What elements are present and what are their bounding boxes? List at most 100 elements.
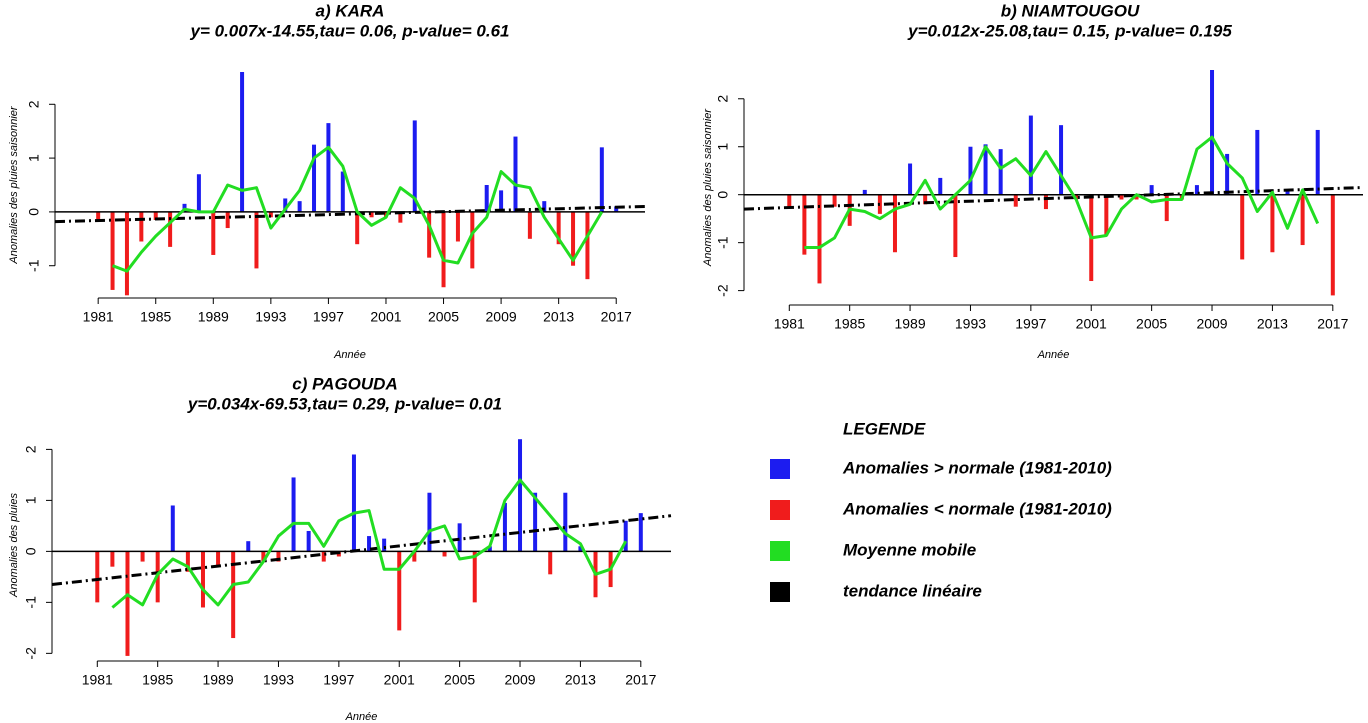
bar (124, 211, 129, 296)
x-tick-label: 1981 (774, 316, 805, 332)
x-tick-label: 2001 (384, 672, 415, 688)
bar (1194, 185, 1199, 195)
bar (196, 174, 201, 212)
bar (1028, 115, 1033, 195)
bar (953, 194, 958, 258)
bar (487, 546, 492, 552)
bar (638, 513, 643, 552)
x-tick-label: 2005 (428, 309, 459, 325)
bar (1240, 194, 1245, 260)
bar (472, 551, 477, 603)
bar (427, 211, 432, 258)
x-tick-label: 1993 (955, 316, 986, 332)
bar (998, 149, 1003, 195)
bar (862, 189, 867, 195)
bar (170, 505, 175, 552)
bar (470, 211, 475, 269)
x-tick-label: 1993 (263, 672, 294, 688)
y-tick-label: 2 (26, 100, 42, 108)
bar (802, 194, 807, 255)
x-tick-label: 1981 (83, 309, 114, 325)
bar (140, 551, 145, 562)
bar (185, 551, 190, 572)
bar (1270, 194, 1275, 253)
bar (1164, 194, 1169, 222)
legend-label: Anomalies < normale (1981-2010) (842, 499, 1112, 518)
trend-line (54, 205, 646, 224)
bar (200, 551, 205, 608)
x-tick-label: 2017 (1317, 316, 1348, 332)
bar (484, 185, 489, 212)
chart-subtitle: y=0.012x-25.08,tau= 0.15, p-value= 0.195 (907, 21, 1232, 40)
bar (125, 551, 130, 656)
x-tick-label: 1985 (140, 309, 171, 325)
bar (168, 211, 173, 247)
bar (457, 523, 462, 552)
bar (513, 136, 518, 212)
chart-subtitle: y= 0.007x-14.55,tau= 0.06, p-value= 0.61 (190, 21, 510, 40)
bar (923, 194, 928, 205)
bar (892, 194, 897, 253)
x-tick-label: 2013 (1257, 316, 1288, 332)
bar (1059, 125, 1064, 195)
bar (306, 530, 311, 552)
bar (216, 551, 221, 567)
bar (326, 123, 331, 212)
legend-swatch (770, 459, 790, 479)
bar (817, 194, 822, 284)
x-tick-label: 2001 (370, 309, 401, 325)
x-tick-label: 2005 (1136, 316, 1167, 332)
bar (614, 206, 619, 212)
moving-average-line (804, 135, 1320, 249)
x-tick-label: 1981 (82, 672, 113, 688)
bar (139, 211, 144, 242)
bar (983, 144, 988, 195)
bar (1330, 194, 1335, 296)
y-tick-label: 2 (715, 95, 731, 103)
bar (1119, 194, 1124, 200)
bar (1134, 194, 1139, 200)
chart-title: b) NIAMTOUGOU (1001, 1, 1140, 20)
legend-title: LEGENDE (843, 419, 926, 438)
bar (527, 211, 532, 239)
x-tick-label: 2005 (444, 672, 475, 688)
y-axis-label: Anomalies des pluies (8, 493, 20, 598)
bar (441, 211, 446, 288)
bar (1315, 129, 1320, 195)
x-axis-label: Année (333, 349, 366, 361)
bar (1149, 185, 1154, 195)
x-tick-label: 1997 (323, 672, 354, 688)
x-tick-label: 1989 (198, 309, 229, 325)
bar (211, 211, 216, 255)
bar (153, 211, 158, 220)
bar (95, 551, 100, 603)
bar (412, 551, 417, 562)
x-axis-label: Année (1037, 349, 1070, 361)
x-tick-label: 2013 (565, 672, 596, 688)
bar (321, 551, 326, 562)
bar (367, 536, 372, 552)
x-tick-label: 2001 (1076, 316, 1107, 332)
legend-swatch (770, 582, 790, 602)
legend-swatch (770, 500, 790, 520)
bar (968, 146, 973, 195)
x-tick-label: 1997 (313, 309, 344, 325)
bar (1013, 194, 1018, 207)
bar (369, 211, 374, 218)
bar (787, 194, 792, 207)
bar (240, 72, 245, 212)
x-tick-label: 1989 (202, 672, 233, 688)
bar (276, 551, 281, 562)
bar (297, 201, 302, 212)
bar (427, 492, 432, 552)
trend-line (743, 186, 1364, 211)
bar (548, 551, 553, 575)
bar (599, 147, 604, 212)
bar (340, 171, 345, 212)
y-tick-label: 0 (23, 547, 39, 555)
bar (533, 492, 538, 552)
y-tick-label: -1 (715, 236, 731, 249)
bar (518, 439, 523, 552)
bar (1285, 189, 1290, 195)
